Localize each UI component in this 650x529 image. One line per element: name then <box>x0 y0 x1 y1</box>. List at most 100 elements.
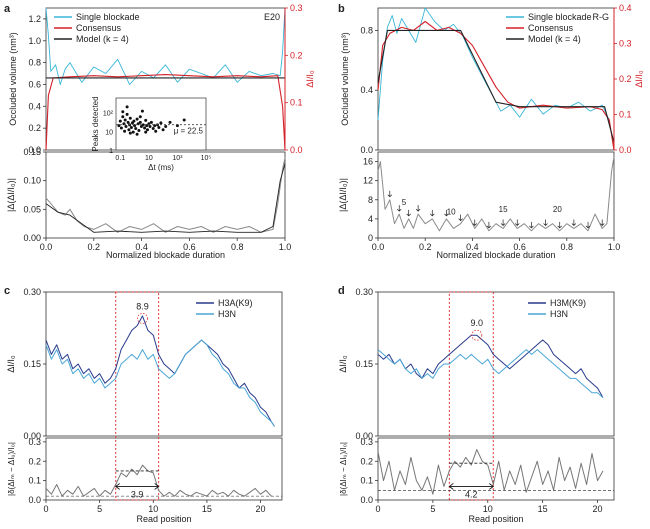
peak-arrow <box>387 190 393 198</box>
peak-arrow <box>486 221 492 229</box>
inset-point <box>128 116 132 120</box>
y2-tick-label: 0.2 <box>290 50 303 60</box>
bottom-plot-frame <box>45 151 286 239</box>
x-axis-label: Read position <box>468 514 523 524</box>
inset-point <box>134 127 138 130</box>
peak-arrow <box>599 219 605 226</box>
x-tick-label: 20 <box>256 504 266 514</box>
inset-point <box>129 126 133 129</box>
y-tick-label: 0.00 <box>355 431 373 441</box>
inset-x-tick-label: 10³ <box>172 155 183 162</box>
y-axis-label: Occluded volume (nm³) <box>8 32 18 126</box>
y-axis-label: ΔI/I₀ <box>338 355 348 373</box>
y2-tick-label: 0.1 <box>290 98 303 108</box>
derivative-trace <box>377 156 615 232</box>
derivative-trace <box>45 157 286 233</box>
inset-point <box>138 115 142 119</box>
highlight-region <box>448 291 494 501</box>
inset-point <box>135 132 139 136</box>
series-single-blockade <box>377 7 615 151</box>
width-arrow-right-head <box>488 483 495 490</box>
x-tick-label: 0.6 <box>513 242 526 252</box>
inset-point <box>159 121 163 125</box>
width-label: 3.9 <box>131 489 144 499</box>
peak-arrow <box>571 219 577 226</box>
y-axis-label: |Δ(ΔI/I₀)| <box>6 178 16 212</box>
y2-axis-label: ΔI/I₀ <box>305 70 315 88</box>
y-tick-label: 0.05 <box>23 204 41 214</box>
series-h3m-k9- <box>377 334 604 398</box>
y-tick-label: 0.3 <box>360 437 373 447</box>
inset-point <box>121 110 125 114</box>
x-tick-label: 0 <box>43 504 48 514</box>
legend-entry: Consensus <box>528 23 574 33</box>
legend-entry: H3M(K9) <box>550 298 586 308</box>
y-tick-label: 0.00 <box>23 233 41 243</box>
top-plot-frame <box>377 7 615 151</box>
y-tick-label: 0.8 <box>28 58 41 68</box>
derivative-model <box>45 163 286 233</box>
x-tick-label: 0.0 <box>40 242 53 252</box>
peak-label: 15 <box>499 205 508 214</box>
inset-point <box>157 126 161 129</box>
width-arrow-left-head <box>114 483 120 490</box>
width-label: 4.2 <box>465 489 478 499</box>
peak-arrow <box>529 221 534 229</box>
peak-arrow <box>514 219 520 226</box>
peak-circle <box>471 329 483 341</box>
x-tick-label: 5 <box>97 504 102 514</box>
y-tick-label: 1.2 <box>28 14 41 24</box>
inset-point <box>138 120 142 124</box>
bottom-plot-frame <box>377 437 615 501</box>
y-tick-label: 0.4 <box>360 85 373 95</box>
peak-label: 5 <box>402 198 407 207</box>
inset-point <box>161 128 165 132</box>
series-h3a-k9- <box>45 315 275 427</box>
panel-label: d <box>338 285 345 297</box>
sample-tag: R-G <box>593 12 610 22</box>
legend-entry: H3N <box>550 309 568 319</box>
y2-tick-label: 0.3 <box>619 39 632 49</box>
y-tick-label: 0.2 <box>360 456 373 466</box>
y-tick-label: 0.00 <box>23 431 41 441</box>
series-h3n <box>377 349 604 398</box>
y-tick-label: 0.30 <box>355 287 373 297</box>
x-tick-label: 15 <box>538 504 548 514</box>
x-tick-label: 0.4 <box>466 242 479 252</box>
y-tick-label: 0.0 <box>28 495 41 505</box>
inset-y-label: Peaks detected <box>91 96 100 151</box>
bottom-plot-frame <box>377 151 615 239</box>
legend-entry: Consensus <box>76 23 122 33</box>
y-axis-label: |Δ(ΔI/I₀)| <box>338 178 348 212</box>
inset-point <box>168 120 172 124</box>
inset-point <box>151 127 155 130</box>
inset-point <box>123 129 127 133</box>
peak-label: 10 <box>447 208 456 217</box>
inset-x-tick-label: 10⁵ <box>201 155 212 162</box>
panel-label: b <box>338 3 345 15</box>
y-tick-label: 0.4 <box>28 101 41 111</box>
y-tick-label: 0.6 <box>28 79 41 89</box>
peak-arrow <box>458 214 463 222</box>
y2-tick-label: 0.3 <box>290 3 303 13</box>
peak-arrow <box>585 221 591 229</box>
y-tick-label: 0.8 <box>360 25 373 35</box>
legend-entry: Model (k = 4) <box>528 34 581 44</box>
y-tick-label: 0.10 <box>23 176 41 186</box>
legend-entry: H3N <box>218 309 236 319</box>
inset-point <box>154 129 158 133</box>
y-tick-label: 0.0 <box>28 145 41 155</box>
peak-arrow <box>396 205 402 212</box>
y2-tick-label: 0.4 <box>619 3 632 13</box>
series-h3n <box>45 339 275 427</box>
x-axis-label: Read position <box>136 514 191 524</box>
inset-point <box>144 118 148 122</box>
inset-point <box>125 112 129 116</box>
y-axis-label: ΔI/I₀ <box>6 355 16 373</box>
x-tick-label: 0.2 <box>419 242 432 252</box>
y-tick-label: 0.3 <box>28 437 41 447</box>
inset-point <box>127 128 131 132</box>
width-arrow-left-head <box>448 483 454 490</box>
inset-point <box>137 129 141 132</box>
